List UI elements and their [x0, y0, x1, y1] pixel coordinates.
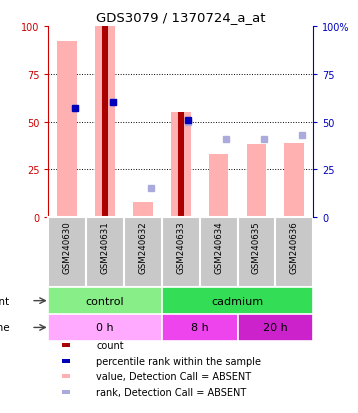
Text: value, Detection Call = ABSENT: value, Detection Call = ABSENT: [96, 372, 251, 382]
Bar: [57, 42, 77, 218]
Text: GSM240633: GSM240633: [176, 221, 185, 274]
Title: GDS3079 / 1370724_a_at: GDS3079 / 1370724_a_at: [96, 11, 266, 24]
Text: time: time: [0, 323, 10, 332]
Text: control: control: [86, 296, 125, 306]
Bar: [285, 143, 304, 218]
Text: cadmium: cadmium: [212, 296, 263, 306]
Bar: [48, 314, 162, 341]
Text: 8 h: 8 h: [191, 323, 209, 332]
Bar: [162, 314, 238, 341]
Bar: [62, 359, 69, 363]
Bar: [62, 343, 69, 347]
Text: GSM240636: GSM240636: [290, 221, 299, 274]
Text: count: count: [96, 340, 124, 350]
Text: 20 h: 20 h: [263, 323, 288, 332]
Bar: [247, 145, 266, 218]
Text: GSM240630: GSM240630: [63, 221, 72, 274]
Bar: [48, 287, 162, 314]
Bar: [95, 27, 115, 218]
Bar: [162, 287, 313, 314]
Text: 0 h: 0 h: [96, 323, 114, 332]
Bar: [178, 113, 184, 218]
Bar: [102, 27, 108, 218]
Bar: [171, 113, 190, 218]
Text: percentile rank within the sample: percentile rank within the sample: [96, 356, 261, 366]
Bar: [209, 154, 228, 218]
Text: GSM240632: GSM240632: [139, 221, 147, 274]
Bar: [238, 314, 313, 341]
Bar: [62, 375, 69, 378]
Text: rank, Detection Call = ABSENT: rank, Detection Call = ABSENT: [96, 387, 246, 397]
Text: GSM240634: GSM240634: [214, 221, 223, 274]
Text: GSM240635: GSM240635: [252, 221, 261, 274]
Text: GSM240631: GSM240631: [101, 221, 110, 274]
Bar: [133, 202, 153, 218]
Text: agent: agent: [0, 296, 10, 306]
Bar: [62, 390, 69, 394]
